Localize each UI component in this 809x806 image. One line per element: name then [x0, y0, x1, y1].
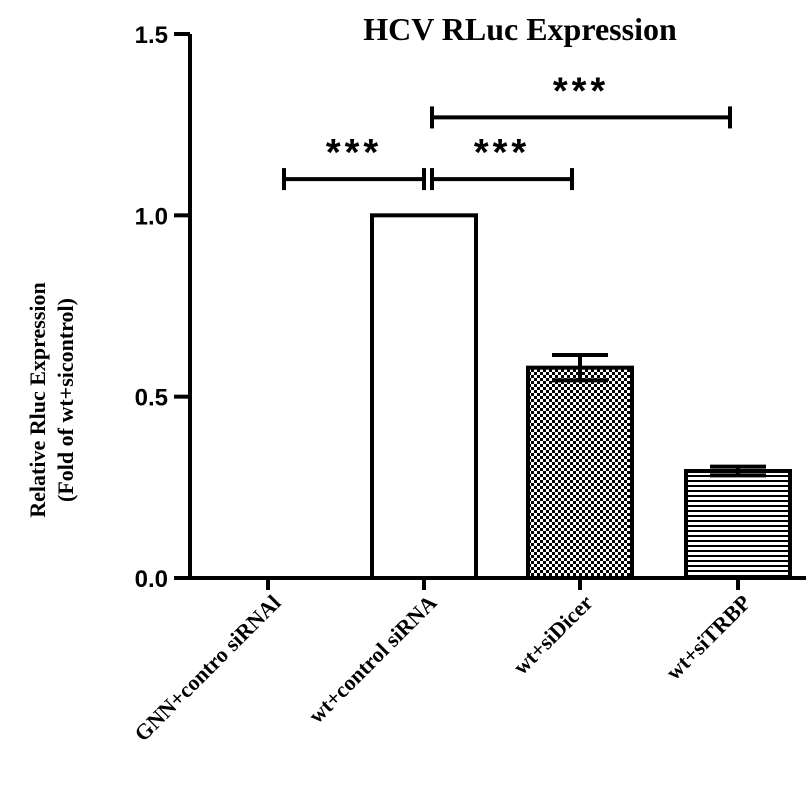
y-tick-label: 1.0	[135, 203, 168, 230]
x-category-label: wt+siTRBP	[661, 590, 756, 685]
x-category-label: wt+siDicer	[508, 590, 598, 680]
significance-label: ***	[326, 132, 382, 174]
significance-label: ***	[553, 70, 609, 112]
x-category-label: wt+control siRNA	[303, 590, 441, 728]
y-ticks: 0.0 0.5 1.0 1.5	[135, 22, 190, 593]
significance-label: ***	[474, 132, 530, 174]
significance-markers: *** *** ***	[282, 70, 732, 191]
bar	[526, 365, 634, 580]
bar	[684, 469, 792, 580]
y-tick-label: 0.5	[135, 385, 168, 412]
x-category-labels: GNN+contro siRNAl wt+control siRNA wt+siDi…	[129, 578, 756, 746]
bar	[370, 213, 478, 580]
chart-title: HCV RLuc Expression	[363, 11, 677, 47]
y-axis-label-line-1: Relative Rluc Expression	[25, 282, 50, 517]
y-tick-label: 0.0	[135, 566, 168, 593]
x-category-label: GNN+contro siRNAl	[129, 590, 285, 746]
bars	[370, 213, 792, 580]
y-tick-label: 1.5	[135, 22, 168, 49]
y-axis-label-line-2: (Fold of wt+sicontrol)	[53, 298, 78, 502]
